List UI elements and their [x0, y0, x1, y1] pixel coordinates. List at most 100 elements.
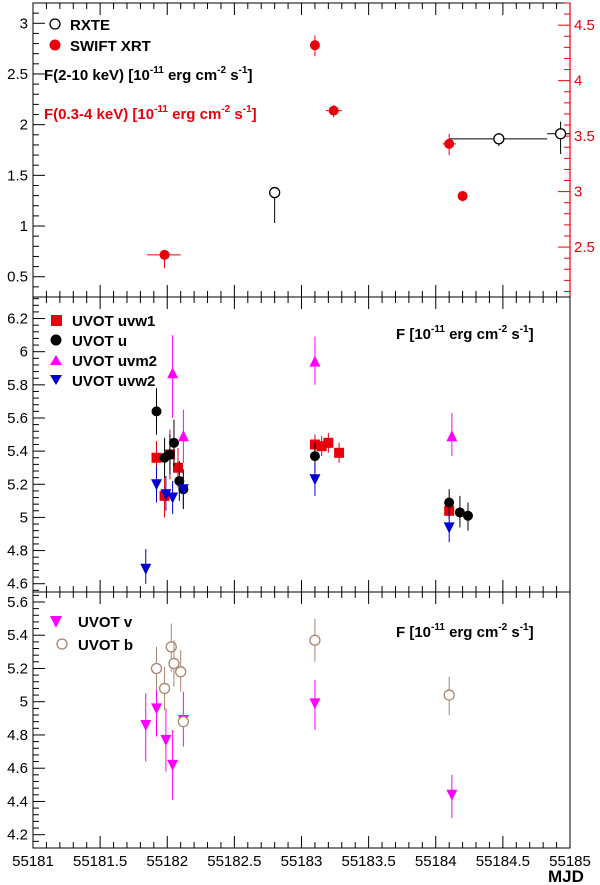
y-tick-label: 5	[20, 694, 28, 711]
data-point	[446, 430, 458, 442]
data-point	[309, 451, 320, 462]
data-point	[443, 689, 455, 701]
x-tick-label: 55184.5	[476, 853, 530, 870]
data-point	[493, 133, 505, 145]
y-tick-label: 5	[20, 509, 28, 526]
y-tick-label: 4.8	[7, 543, 28, 560]
data-point	[268, 186, 281, 199]
data-point	[174, 475, 185, 486]
x-tick-label: 55182.5	[207, 853, 261, 870]
data-point	[140, 719, 152, 731]
data-point	[309, 698, 321, 710]
x-tick-label: 55182	[146, 853, 188, 870]
y-tick-label: 4.6	[7, 760, 28, 777]
data-point	[309, 355, 321, 367]
data-point	[554, 128, 567, 140]
legend-label-rxte: RXTE	[70, 17, 110, 34]
rxte-flux-annotation: F(2-10 keV) [10-11 erg cm-2 s-1]	[44, 65, 252, 84]
legend-marker-uvw1	[51, 315, 62, 326]
right-y-tick-label: 2.5	[574, 239, 595, 256]
data-point	[309, 40, 320, 51]
series-rxte	[268, 121, 570, 223]
legend-label-swift-xrt: SWIFT XRT	[70, 38, 151, 55]
right-y-tick-label: 3	[574, 184, 582, 201]
data-point	[177, 484, 189, 496]
data-point	[167, 492, 179, 504]
legend-top: RXTE SWIFT XRT	[49, 17, 151, 55]
data-point	[168, 657, 180, 670]
data-point	[158, 682, 171, 695]
y-tick-label: 4.8	[7, 727, 28, 744]
data-point	[444, 497, 455, 508]
data-point	[316, 441, 327, 452]
data-point	[168, 437, 179, 448]
y-tick-label: 1	[20, 218, 28, 235]
data-point	[462, 510, 473, 521]
series-uvot-b	[150, 618, 455, 730]
series-uvot-u	[151, 388, 473, 531]
data-point	[446, 789, 458, 801]
xrt-flux-annotation: F(0.3-4 keV) [10-11 erg cm-2 s-1]	[44, 104, 257, 123]
series-uvot-uvw2	[140, 464, 455, 584]
data-point	[175, 666, 187, 678]
data-point	[151, 452, 162, 463]
x-tick-label: 55181.5	[73, 853, 127, 870]
data-point	[160, 489, 172, 501]
y-tick-label: 6	[20, 344, 28, 361]
data-point	[323, 437, 334, 448]
legend-marker-uvw2	[50, 375, 62, 385]
data-point	[167, 367, 179, 379]
y-tick-label: 5.8	[7, 377, 28, 394]
data-point	[443, 522, 455, 534]
data-point	[151, 479, 163, 491]
legend-marker-b	[56, 638, 68, 650]
y-tick-label: 5.2	[7, 660, 28, 677]
data-point	[444, 138, 455, 149]
data-point	[150, 662, 163, 675]
series-uvot-v	[140, 680, 458, 819]
data-point	[172, 462, 183, 473]
y-tick-label: 2	[20, 117, 28, 134]
right-y-tick-label: 4	[574, 73, 582, 90]
legend-marker-uvm2	[50, 355, 62, 365]
data-point	[140, 563, 152, 575]
y-tick-label: 4.6	[7, 576, 28, 593]
y-tick-label: 5.6	[7, 410, 28, 427]
right-y-tick-label: 4.5	[574, 17, 595, 34]
y-tick-label: 5.2	[7, 476, 28, 493]
legend-marker-swift-xrt	[49, 39, 61, 51]
y-tick-label: 3	[20, 15, 28, 32]
x-tick-label: 55185	[549, 853, 591, 870]
series-uvot-uvm2	[167, 335, 458, 463]
y-tick-label: 5.4	[7, 627, 28, 644]
data-point	[167, 759, 179, 771]
data-point	[159, 249, 170, 260]
x-tick-label: 55183	[281, 853, 323, 870]
legend-label-uvm2: UVOT uvm2	[72, 353, 157, 370]
series-uvot-uvw1	[151, 429, 455, 520]
data-point	[177, 716, 190, 728]
y-tick-label: 4.4	[7, 793, 28, 810]
data-point	[309, 634, 321, 646]
legend-marker-u	[50, 334, 62, 346]
y-tick-label: 2.5	[7, 66, 28, 83]
optical-flux-annotation: F [10-11 erg cm-2 s-1]	[396, 622, 534, 641]
legend-marker-rxte	[49, 18, 61, 30]
uvot-flux-annotation: F [10-11 erg cm-2 s-1]	[396, 324, 534, 343]
series-swift-xrt	[147, 35, 468, 269]
legend-middle: UVOT uvw1 UVOT u UVOT uvm2 UVOT uvw2	[50, 313, 157, 390]
data-point	[151, 703, 163, 715]
y-tick-label: 5.6	[7, 594, 28, 611]
legend-label-v: UVOT v	[78, 614, 133, 631]
legend-label-u: UVOT u	[72, 333, 127, 350]
data-point	[151, 406, 162, 417]
x-tick-label: 55184	[415, 853, 457, 870]
x-tick-label: 55181	[12, 853, 54, 870]
plot-layer: 0.5 1 1.5 2 2.5 3 2.5 3 3.5 4 4.5 4.6 4.8 5 5.2 5.4 5.6 5…	[7, 2, 595, 870]
data-point	[457, 191, 468, 202]
y-tick-label: 5.4	[7, 443, 28, 460]
x-tick-label: 55183.5	[342, 853, 396, 870]
legend-bottom: UVOT v UVOT b	[50, 614, 133, 654]
data-point	[328, 105, 339, 116]
